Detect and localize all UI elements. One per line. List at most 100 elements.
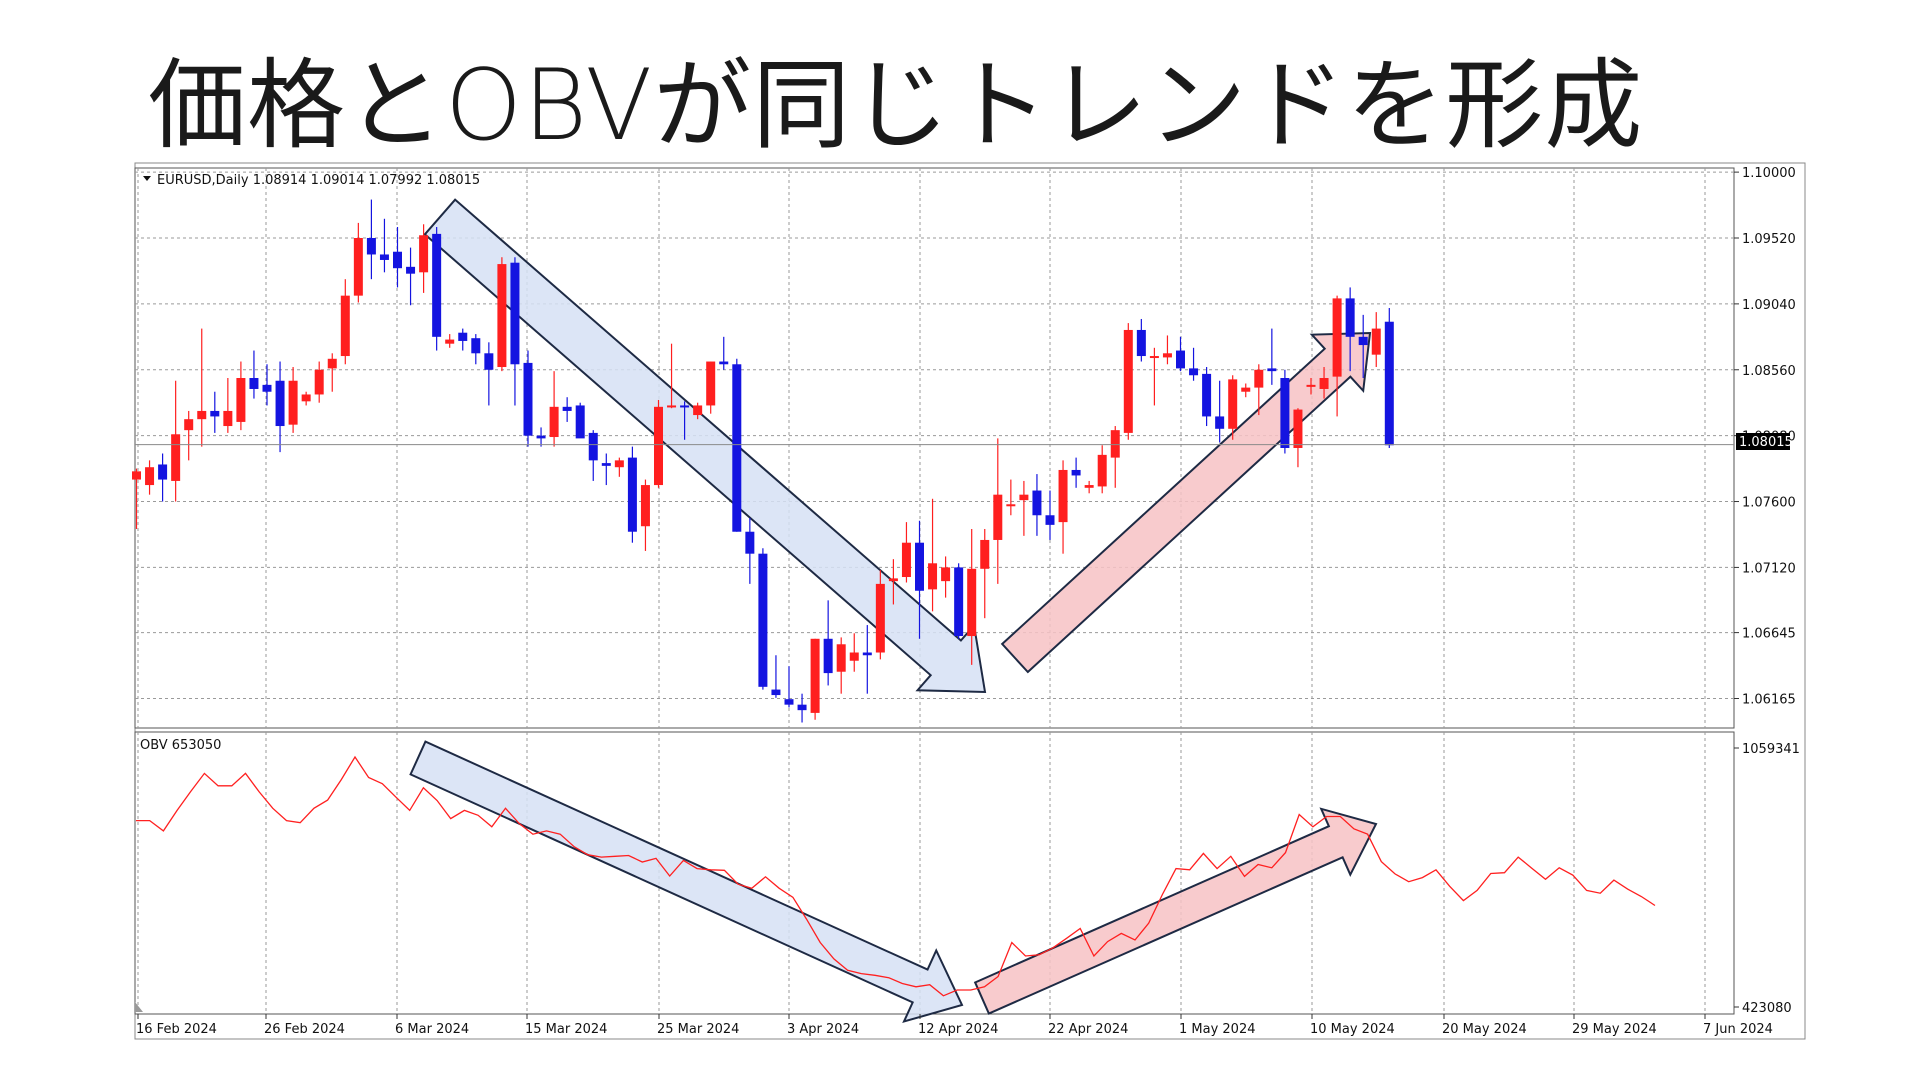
- price-tick-label: 1.07120: [1742, 561, 1796, 576]
- candle-body: [1228, 379, 1238, 429]
- candle-body: [1110, 430, 1120, 458]
- candle-body: [836, 644, 846, 672]
- candle-body: [132, 471, 141, 480]
- price-header-text: EURUSD,Daily 1.08914 1.09014 1.07992 1.0…: [157, 173, 480, 188]
- candle-body: [1123, 329, 1133, 433]
- candle-body: [314, 369, 324, 395]
- candle-body: [432, 233, 442, 337]
- candle-body: [915, 542, 924, 591]
- candle-body: [1189, 368, 1199, 376]
- x-tick-label: 25 Mar 2024: [657, 1022, 739, 1037]
- candle-body: [510, 262, 520, 365]
- candle-body: [197, 410, 207, 420]
- x-tick-label: 10 May 2024: [1310, 1022, 1395, 1037]
- price-down-arrow: [423, 198, 987, 694]
- candle-body: [706, 361, 716, 406]
- price-tick-label: 1.09040: [1742, 298, 1796, 313]
- candle-body: [406, 266, 416, 274]
- candle-body: [954, 567, 964, 637]
- price-tick-label: 1.06165: [1742, 692, 1796, 707]
- obv-line: [136, 755, 1656, 997]
- candle-body: [758, 553, 768, 687]
- candle-body: [797, 704, 807, 711]
- candle-body: [236, 378, 246, 422]
- candle-body: [771, 689, 781, 696]
- candle-body: [928, 563, 938, 590]
- candle-body: [719, 361, 729, 365]
- obv-down-arrow: [409, 740, 964, 1024]
- candle-body: [549, 406, 559, 438]
- candle-body: [1019, 494, 1029, 501]
- x-tick-label: 22 Apr 2024: [1048, 1022, 1128, 1037]
- obv-up-arrow: [973, 807, 1378, 1015]
- candle-body: [849, 652, 859, 661]
- candle-body: [497, 264, 507, 368]
- candle-body: [601, 463, 611, 466]
- candle-body: [680, 405, 690, 408]
- candle-body: [327, 358, 337, 369]
- candle-body: [1319, 378, 1329, 389]
- obv-panel[interactable]: 1059341 423080 OBV 653050: [134, 731, 1800, 1024]
- x-tick-label: 7 Jun 2024: [1703, 1022, 1773, 1037]
- candle-body: [614, 460, 624, 468]
- price-panel[interactable]: 1.100001.095201.090401.085601.080801.076…: [132, 166, 1796, 729]
- candle-body: [523, 362, 533, 436]
- obv-trend-arrows: [409, 740, 1378, 1024]
- candle-body: [275, 380, 285, 427]
- candle-body: [184, 419, 194, 431]
- candle-body: [575, 405, 585, 439]
- candle-body: [1136, 329, 1146, 357]
- price-grid: [135, 168, 1734, 728]
- x-tick-label: 29 May 2024: [1572, 1022, 1657, 1037]
- candle-body: [901, 542, 911, 578]
- candle-body: [1084, 485, 1094, 488]
- price-tick-label: 1.09520: [1742, 232, 1796, 247]
- price-tick-label: 1.06645: [1742, 627, 1796, 642]
- candle-body: [1332, 298, 1342, 377]
- candle-body: [732, 364, 742, 532]
- candle-body: [980, 539, 990, 569]
- candle-body: [1006, 504, 1016, 507]
- price-tick-label: 1.10000: [1742, 166, 1796, 181]
- x-tick-label: 1 May 2024: [1179, 1022, 1256, 1037]
- candle-body: [967, 568, 977, 637]
- candle-body: [875, 583, 885, 653]
- candle-body: [262, 384, 272, 392]
- candle-body: [1384, 321, 1394, 446]
- candle-body: [1254, 369, 1264, 388]
- candle-body: [1306, 384, 1316, 387]
- obv-header-text: OBV 653050: [140, 738, 221, 753]
- candle-body: [1345, 298, 1355, 337]
- obv-y-axis: 1059341 423080: [1734, 742, 1800, 1016]
- candle-body: [1215, 416, 1225, 429]
- candle-body: [419, 235, 429, 273]
- candle-body: [1071, 469, 1081, 476]
- candle-body: [862, 652, 872, 656]
- candle-body: [353, 238, 363, 296]
- candle-body: [223, 410, 233, 427]
- chevron-down-icon[interactable]: [143, 176, 151, 181]
- candle-body: [366, 238, 376, 255]
- candle-body: [471, 338, 481, 354]
- price-tick-label: 1.07600: [1742, 496, 1796, 511]
- candle-body: [301, 394, 311, 402]
- candle-body: [484, 353, 494, 370]
- candle-body: [1176, 350, 1185, 369]
- candle-body: [249, 378, 259, 389]
- candle-body: [210, 410, 220, 417]
- x-tick-label: 15 Mar 2024: [525, 1022, 607, 1037]
- candle-body: [888, 578, 898, 582]
- x-tick-label: 3 Apr 2024: [787, 1022, 859, 1037]
- candle-body: [993, 494, 1003, 540]
- corner-marker-icon: [135, 1002, 143, 1012]
- x-tick-label: 6 Mar 2024: [395, 1022, 469, 1037]
- current-price-marker: 1.08015: [1736, 433, 1793, 450]
- candle-body: [823, 638, 833, 674]
- obv-tick-label: 423080: [1742, 1001, 1792, 1016]
- candle-body: [536, 435, 546, 439]
- x-tick-label: 16 Feb 2024: [136, 1022, 217, 1037]
- candle-body: [1045, 515, 1055, 525]
- candle-body: [1058, 469, 1068, 523]
- candle-body: [458, 332, 468, 341]
- candle-body: [627, 457, 637, 532]
